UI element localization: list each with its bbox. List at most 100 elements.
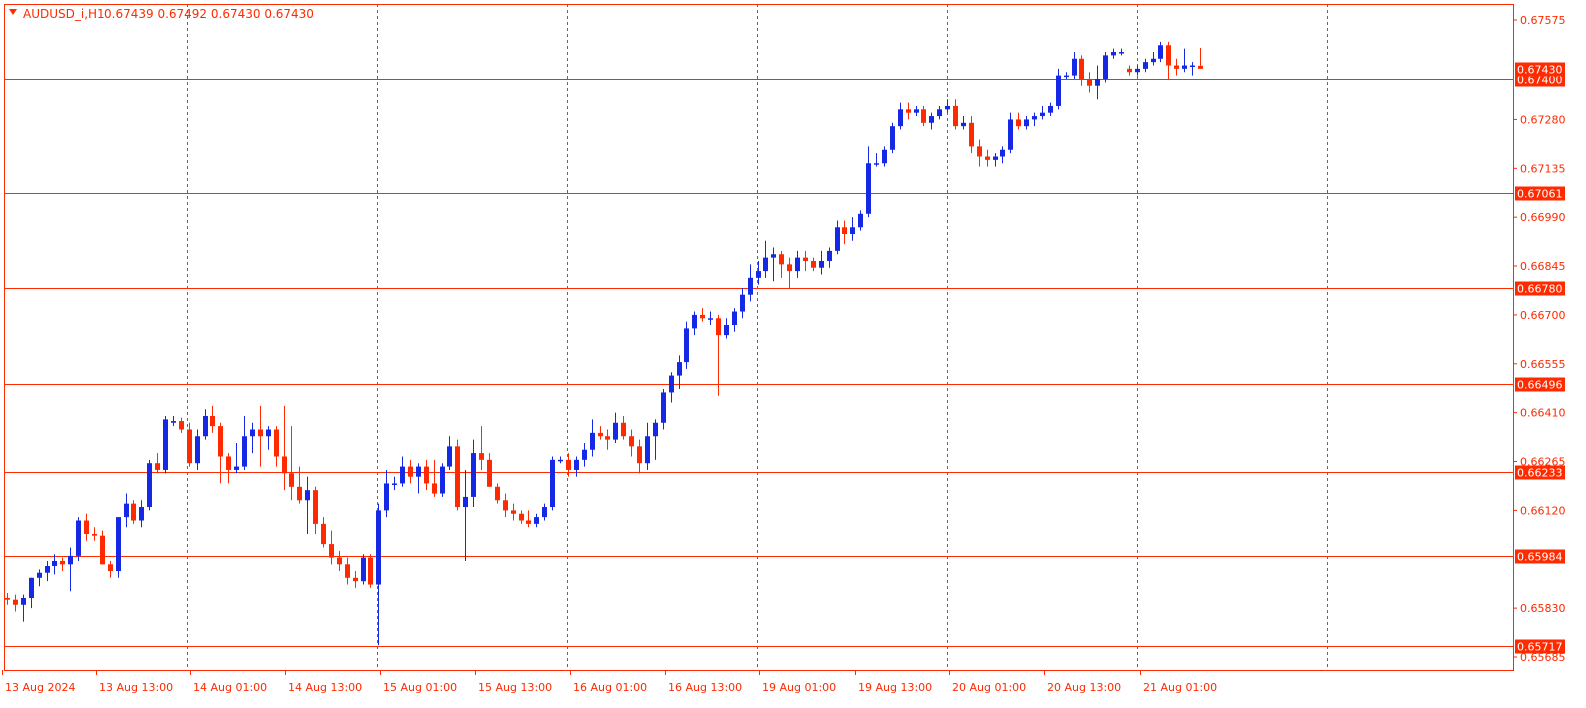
candle[interactable] [471,439,476,508]
candle[interactable] [827,247,832,268]
candle[interactable] [842,220,847,245]
candle[interactable] [921,105,926,127]
candle[interactable] [850,217,855,241]
candle[interactable] [116,517,121,578]
candle[interactable] [187,422,192,467]
candle[interactable] [1087,72,1092,93]
candle[interactable] [661,389,666,430]
candle[interactable] [479,426,484,470]
candle[interactable] [495,483,500,504]
candle[interactable] [779,250,784,278]
candle[interactable] [1182,48,1187,73]
candle[interactable] [1064,72,1069,79]
candle[interactable] [898,102,903,130]
candle[interactable] [598,426,603,440]
candle[interactable] [108,560,113,578]
candle[interactable] [1151,52,1156,66]
candle[interactable] [345,557,350,585]
candle[interactable] [313,486,318,534]
candle[interactable] [590,419,595,457]
candle[interactable] [1198,47,1203,69]
candle[interactable] [124,493,129,528]
candle[interactable] [961,116,966,130]
candle[interactable] [1000,146,1005,164]
candle[interactable] [906,102,911,120]
candle[interactable] [756,260,761,285]
candle[interactable] [234,442,239,474]
candle[interactable] [195,429,200,470]
candle[interactable] [613,412,618,443]
candle[interactable] [550,456,555,511]
candle[interactable] [76,517,81,561]
candle[interactable] [866,146,871,218]
candle[interactable] [874,153,879,167]
candle[interactable] [811,257,816,272]
candle[interactable] [519,510,524,524]
candle[interactable] [1103,52,1108,83]
candle[interactable] [203,409,208,440]
candle[interactable] [52,554,57,575]
candle[interactable] [914,105,919,117]
candle[interactable] [37,569,42,587]
candle[interactable] [574,456,579,477]
candle[interactable] [677,355,682,390]
candle[interactable] [882,146,887,167]
candle[interactable] [819,250,824,275]
candle[interactable] [929,112,934,130]
candle[interactable] [526,510,531,528]
candle[interactable] [835,220,840,255]
candle[interactable] [440,463,445,497]
candle[interactable] [1040,105,1045,120]
candle[interactable] [242,416,247,470]
candle[interactable] [139,500,144,528]
candle[interactable] [68,547,73,592]
candle[interactable] [700,308,705,322]
candle[interactable] [1079,55,1084,86]
candle[interactable] [534,513,539,528]
candle[interactable] [1158,41,1163,63]
candle[interactable] [503,493,508,518]
candle[interactable] [945,99,950,113]
candle[interactable] [218,422,223,484]
candle[interactable] [566,453,571,477]
candle[interactable] [582,442,587,467]
candle[interactable] [716,314,721,396]
candle[interactable] [669,372,674,403]
candle[interactable] [732,308,737,332]
candle[interactable] [100,530,105,565]
candle[interactable] [692,311,697,336]
candle[interactable] [1143,58,1148,73]
candle[interactable] [1032,112,1037,127]
candle[interactable] [416,463,421,494]
candle[interactable] [226,453,231,484]
candle[interactable] [329,530,334,565]
candle[interactable] [29,577,34,609]
candle[interactable] [163,416,168,474]
candle[interactable] [969,116,974,154]
candle[interactable] [629,429,634,457]
candle[interactable] [447,436,452,470]
candle[interactable] [605,429,610,450]
candle[interactable] [1127,65,1132,76]
candle[interactable] [542,503,547,521]
candle[interactable] [953,99,958,130]
candle[interactable] [84,513,89,541]
candle[interactable] [5,592,10,605]
candle[interactable] [771,247,776,282]
candle[interactable] [1095,65,1100,100]
candle[interactable] [937,105,942,120]
candle[interactable] [1119,48,1124,56]
collapse-triangle-icon[interactable] [9,9,17,15]
candle[interactable] [1111,48,1116,59]
candle[interactable] [1008,112,1013,154]
candle[interactable] [684,321,689,369]
candle[interactable] [266,426,271,450]
candle[interactable] [1056,68,1061,110]
candle[interactable] [337,550,342,572]
candle[interactable] [147,459,152,511]
candle[interactable] [21,594,26,622]
candle[interactable] [1174,58,1179,76]
candle[interactable] [748,264,753,302]
